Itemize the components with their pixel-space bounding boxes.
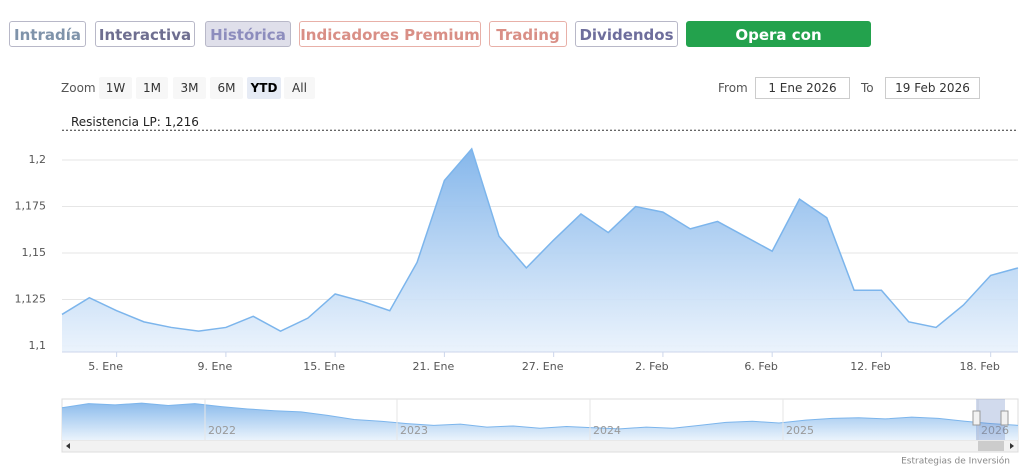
tab-active[interactable]: Histórica xyxy=(205,21,291,47)
navigator-handle[interactable] xyxy=(972,410,981,426)
to-input[interactable]: 19 Feb 2026 xyxy=(885,77,980,99)
to-label: To xyxy=(861,81,874,95)
area-fill xyxy=(62,148,1018,352)
tab[interactable]: Indicadores Premium xyxy=(299,21,481,47)
zoom-button[interactable]: 1W xyxy=(99,77,132,99)
navigator-line xyxy=(61,402,1019,430)
y-tick-label: 1,15 xyxy=(22,246,47,259)
scrollbar[interactable] xyxy=(61,439,1019,453)
tab[interactable]: Dividendos xyxy=(575,21,678,47)
y-tick-label: 1,2 xyxy=(29,153,47,166)
navigator-handle[interactable] xyxy=(1000,410,1009,426)
zoom-label: Zoom xyxy=(61,81,96,95)
y-tick-label: 1,125 xyxy=(15,293,47,306)
scroll-arrow xyxy=(1010,443,1014,449)
navigator-label: 2025 xyxy=(786,424,814,437)
from-label: From xyxy=(718,81,748,95)
area-line xyxy=(61,147,1019,333)
x-tick-label: 5. Ene xyxy=(88,360,123,373)
zoom-button-active[interactable]: YTD xyxy=(247,77,281,99)
x-tick-label: 6. Feb xyxy=(744,360,777,373)
navigator-label: 2026 xyxy=(981,424,1009,437)
navigator-label: 2023 xyxy=(400,424,428,437)
x-tick-label: 15. Ene xyxy=(303,360,345,373)
tab[interactable]: Trading xyxy=(489,21,567,47)
scroll-arrow xyxy=(66,443,70,449)
navigator-label: 2024 xyxy=(593,424,621,437)
tab[interactable]: Intradía xyxy=(9,21,86,47)
scrollbar-thumb[interactable] xyxy=(978,441,1004,451)
y-tick-label: 1,1 xyxy=(29,339,47,352)
credit: Estrategias de Inversión xyxy=(901,456,1010,467)
x-tick-label: 12. Feb xyxy=(850,360,890,373)
zoom-button[interactable]: 3M xyxy=(173,77,206,99)
tab-cta[interactable]: Opera con Freedom24 xyxy=(686,21,871,70)
x-tick-label: 18. Feb xyxy=(959,360,999,373)
x-tick-label: 27. Ene xyxy=(522,360,564,373)
y-tick-label: 1,175 xyxy=(15,200,47,213)
resistance-label: Resistencia LP: 1,216 xyxy=(71,115,199,129)
zoom-button[interactable]: 1M xyxy=(136,77,168,99)
from-input[interactable]: 1 Ene 2026 xyxy=(755,77,850,99)
x-tick-label: 21. Ene xyxy=(413,360,455,373)
zoom-button[interactable]: 6M xyxy=(210,77,243,99)
x-tick-label: 2. Feb xyxy=(635,360,668,373)
navigator-label: 2022 xyxy=(208,424,236,437)
zoom-button[interactable]: All xyxy=(284,77,315,99)
navigator-selection xyxy=(976,399,1005,440)
tab[interactable]: Interactiva xyxy=(95,21,195,47)
x-tick-label: 9. Ene xyxy=(198,360,233,373)
